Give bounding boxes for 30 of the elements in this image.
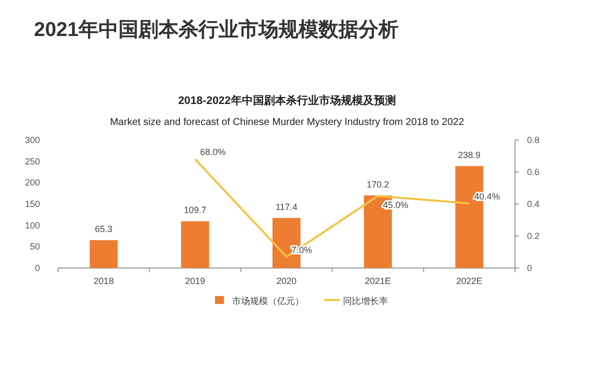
y-tick-label: 0 bbox=[34, 263, 40, 273]
bar bbox=[181, 221, 210, 268]
y2-tick-label: 0.8 bbox=[527, 135, 540, 145]
legend-label: 同比增长率 bbox=[343, 296, 388, 306]
x-tick-label: 2022E bbox=[456, 276, 482, 286]
data-label: 109.7 bbox=[184, 205, 206, 216]
chart-subtitle: 2018-2022年中国剧本杀行业市场规模及预测 bbox=[178, 94, 396, 107]
data-label: 238.9 bbox=[458, 150, 481, 160]
y2-tick-label: 0 bbox=[527, 263, 532, 273]
x-tick-label: 2021E bbox=[364, 276, 391, 286]
y-tick-label: 200 bbox=[24, 178, 40, 188]
text: Market size and forecast of Chinese Murder Mystery Industry from 2018 to 2022 bbox=[110, 117, 464, 128]
data-label: 65.3 bbox=[94, 224, 112, 234]
y-tick-label: 300 bbox=[24, 135, 40, 145]
y2-tick-label: 0.4 bbox=[527, 199, 540, 209]
y-tick-label: 50 bbox=[30, 242, 40, 252]
y-tick-label: 150 bbox=[24, 199, 40, 209]
data-label: 170.2 bbox=[366, 179, 390, 190]
y2-tick-label: 0.2 bbox=[527, 231, 540, 241]
data-label: 68.0% bbox=[200, 147, 226, 158]
y2-tick-label: 0.6 bbox=[527, 167, 540, 177]
x-tick-label: 2018 bbox=[94, 276, 114, 286]
x-tick-label: 2020 bbox=[276, 276, 297, 286]
legend-label: 市场规模（亿元） bbox=[232, 296, 304, 306]
chart-title: 2021年中国剧本杀行业市场规模数据分析 bbox=[34, 18, 398, 41]
x-tick-label: 2019 bbox=[185, 276, 206, 286]
y-tick-label: 250 bbox=[24, 156, 40, 166]
y-tick-label: 100 bbox=[24, 220, 40, 230]
data-label: 117.4 bbox=[276, 202, 298, 212]
bar bbox=[90, 240, 118, 268]
